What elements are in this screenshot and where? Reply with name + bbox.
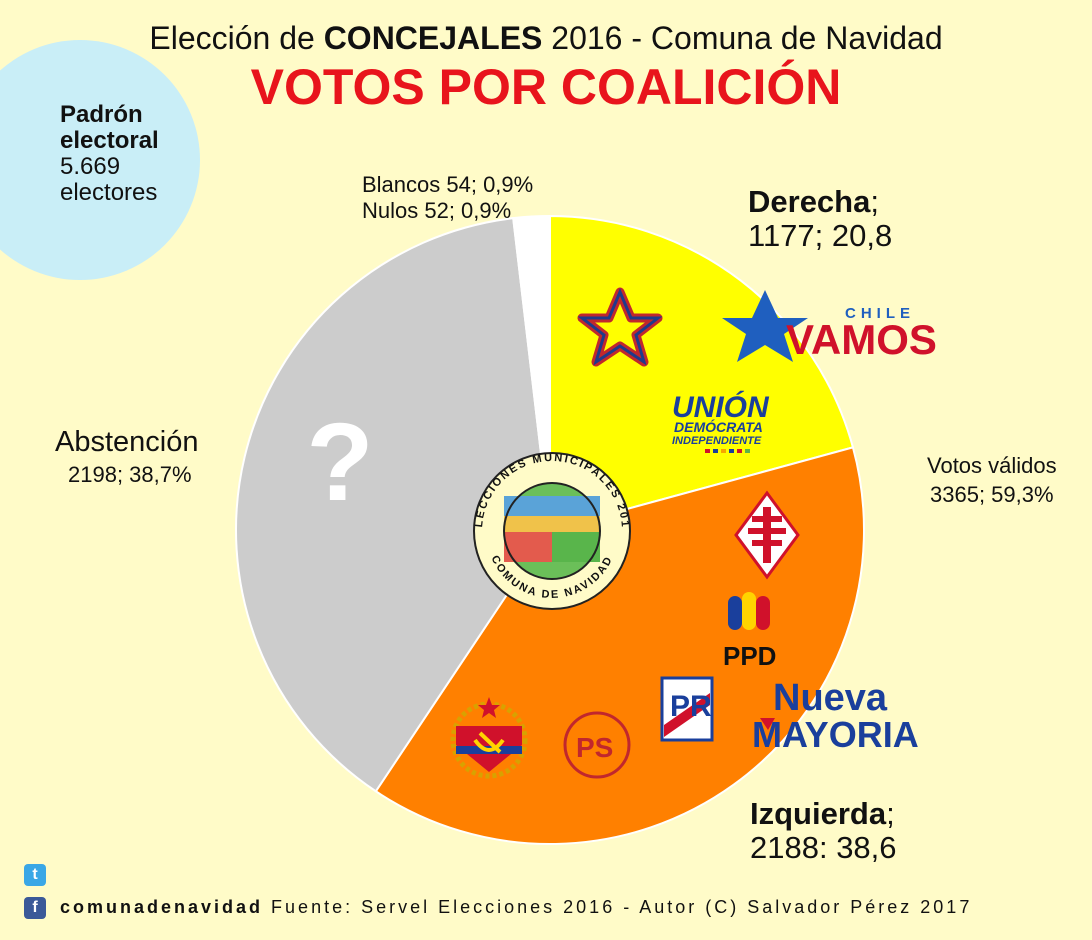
label-izquierda-name: Izquierda; (750, 797, 895, 831)
star-logo (577, 287, 663, 367)
label-blancos: Blancos 54; 0,9% (362, 172, 534, 197)
chile-vamos-logo: CHILE VAMOS (722, 290, 937, 363)
label-validos-value: 3365; 59,3% (930, 482, 1054, 507)
chart-title: Elección de CONCEJALES 2016 - Comuna de … (0, 20, 1092, 57)
footer: comunadenavidad Fuente: Servel Eleccione… (60, 897, 972, 918)
pie-slice-abstencin (235, 217, 552, 793)
nm-line2-text: MAYORIA (752, 714, 919, 755)
footer-site: comunadenavidad (60, 897, 264, 917)
label-derecha-name: Derecha; (748, 185, 879, 219)
ppd-logo: PPD (723, 592, 776, 671)
udi-sub2-text: INDEPENDIENTE (672, 435, 762, 447)
chart-subtitle: VOTOS POR COALICIÓN (250, 59, 842, 115)
ppd-text: PPD (723, 641, 776, 671)
izquierda-name: Izquierda (750, 796, 887, 831)
derecha-sep: ; (870, 184, 879, 219)
nueva-mayoria-logo: Nueva MAYORIA (752, 677, 919, 755)
dc-logo (734, 490, 800, 580)
question-mark: ? (306, 401, 373, 524)
facebook-icon[interactable]: f (24, 897, 46, 919)
udi-sub1-text: DEMÓCRATA (674, 418, 763, 435)
padron-circle (0, 40, 200, 280)
title-pre: Elección de (149, 20, 324, 56)
padron-line1: Padrón (60, 101, 143, 128)
vamos-main-text: VAMOS (786, 316, 937, 363)
twitter-icon[interactable]: t (24, 864, 46, 886)
pr-logo: PR (660, 676, 714, 742)
label-abstencion-name: Abstención (55, 426, 199, 458)
udi-main-text: UNIÓN (672, 390, 770, 424)
udi-logo: UNIÓN DEMÓCRATA INDEPENDIENTE (672, 390, 770, 453)
pr-text: PR (670, 690, 712, 723)
vamos-top-text: CHILE (845, 305, 915, 322)
izquierda-sep: ; (886, 796, 895, 831)
ps-logo: PS (563, 711, 631, 779)
derecha-name: Derecha (748, 184, 871, 219)
nm-line1-text: Nueva (773, 677, 888, 719)
padron-count: 5.669 (60, 153, 121, 180)
ps-text: PS (576, 732, 613, 763)
padron-label: Padrón electoral 5.669 electores (60, 102, 159, 206)
padron-line2: electoral (60, 127, 159, 154)
footer-source: Fuente: Servel Elecciones 2016 - Autor (… (263, 897, 973, 917)
label-derecha-value: 1177; 20,8 (748, 218, 893, 253)
pc-logo (450, 697, 528, 779)
label-nulos: Nulos 52; 0,9% (362, 198, 512, 223)
title-bold: CONCEJALES (323, 20, 543, 56)
title-post: 2016 - Comuna de Navidad (542, 20, 943, 56)
label-izquierda-value: 2188: 38,6 (750, 830, 897, 865)
pie-slice-nulos (530, 214, 551, 531)
padron-unit: electores (60, 179, 158, 206)
label-abstencion-value: 2198; 38,7% (68, 462, 192, 487)
label-validos-name: Votos válidos (927, 453, 1057, 478)
